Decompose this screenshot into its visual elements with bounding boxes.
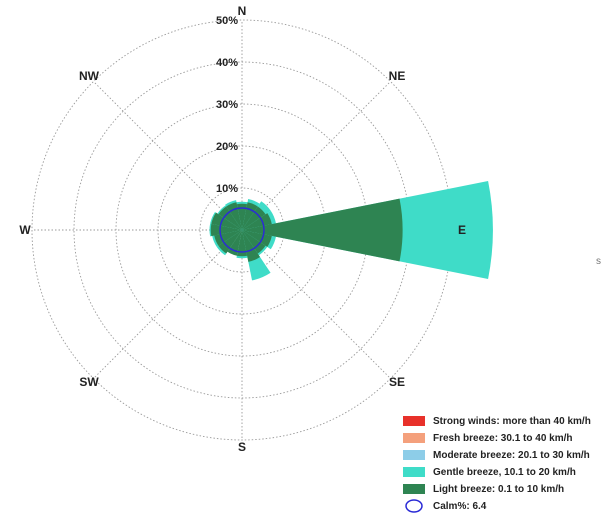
spoke-sw bbox=[93, 229, 243, 379]
legend: Strong winds: more than 40 km/h Fresh bre… bbox=[403, 416, 591, 513]
ring-label-20: 20% bbox=[216, 141, 238, 153]
legend-label: Gentle breeze, 10.1 to 20 km/h bbox=[433, 467, 576, 478]
spoke-se bbox=[241, 229, 391, 379]
wind-sectors bbox=[209, 181, 493, 281]
direction-label-s: S bbox=[238, 440, 246, 454]
calm-legend-icon bbox=[405, 499, 423, 513]
calm-label: Calm%: 6.4 bbox=[433, 501, 487, 512]
legend-swatch bbox=[403, 433, 425, 443]
sector-ese bbox=[242, 230, 272, 247]
calm-circle-group bbox=[219, 207, 265, 253]
sector-sw bbox=[218, 230, 242, 254]
direction-label-sw: SW bbox=[79, 375, 99, 389]
direction-label-e: E bbox=[458, 223, 466, 237]
direction-label-ne: NE bbox=[389, 69, 406, 83]
ring-label-10: 10% bbox=[216, 183, 238, 195]
sector-nne bbox=[242, 202, 258, 230]
ring-labels: 10% 20% 30% 40% 50% bbox=[216, 15, 238, 195]
direction-label-se: SE bbox=[389, 375, 405, 389]
direction-labels: N NE E SE S SW W NW bbox=[19, 4, 466, 454]
sector-e bbox=[242, 198, 403, 262]
legend-label: Moderate breeze: 20.1 to 30 km/h bbox=[433, 450, 590, 461]
sector-sse bbox=[242, 230, 261, 262]
sector-wnw bbox=[211, 212, 242, 230]
sector-ne bbox=[242, 206, 266, 230]
legend-label: Light breeze: 0.1 to 10 km/h bbox=[433, 484, 564, 495]
ring-label-50: 50% bbox=[216, 15, 238, 27]
direction-label-w: W bbox=[19, 223, 31, 237]
ring-label-30: 30% bbox=[216, 99, 238, 111]
sector-ene bbox=[242, 213, 272, 230]
stray-mark: s bbox=[596, 256, 601, 267]
ring-label-40: 40% bbox=[216, 57, 238, 69]
legend-swatch bbox=[403, 484, 425, 494]
sector-nw bbox=[218, 206, 242, 230]
sector-nnw bbox=[226, 202, 242, 230]
legend-swatch bbox=[403, 416, 425, 426]
sector-se bbox=[242, 230, 266, 254]
legend-label: Fresh breeze: 30.1 to 40 km/h bbox=[433, 433, 573, 444]
legend-label: Strong winds: more than 40 km/h bbox=[433, 416, 591, 427]
sector-n bbox=[236, 203, 248, 230]
legend-swatch bbox=[403, 450, 425, 460]
sector-wsw bbox=[214, 230, 242, 246]
sector-s bbox=[236, 230, 248, 257]
sector-w bbox=[210, 223, 242, 237]
direction-label-n: N bbox=[238, 4, 247, 18]
direction-label-nw: NW bbox=[79, 69, 100, 83]
calm-circle bbox=[219, 207, 265, 253]
spoke-nw bbox=[93, 81, 243, 231]
spoke-ne bbox=[241, 81, 391, 231]
legend-swatch bbox=[403, 467, 425, 477]
